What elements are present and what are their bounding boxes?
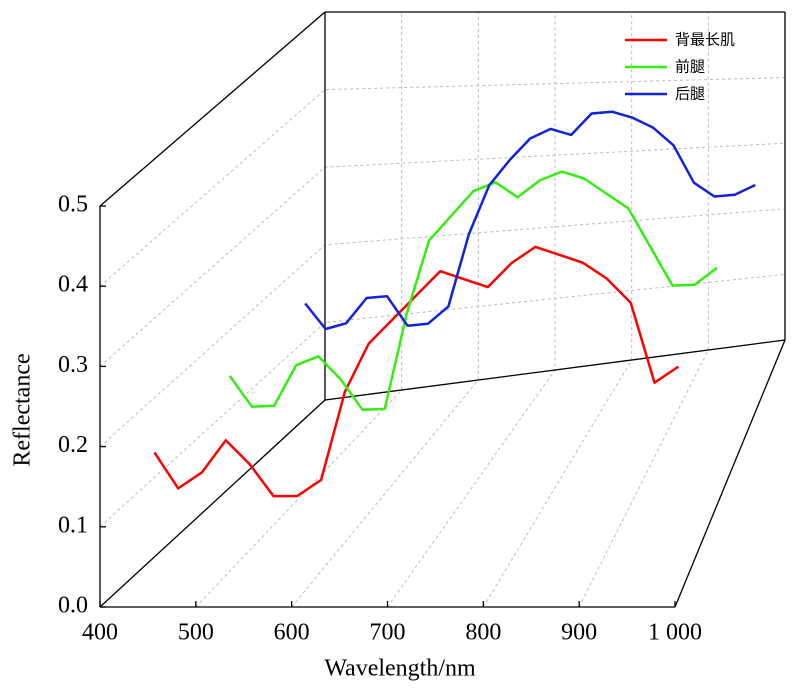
grid-line (195, 12, 403, 608)
grid-line (99, 339, 786, 608)
grid-line (99, 273, 786, 528)
grid-line (482, 12, 633, 608)
legend-label: 背最长肌 (675, 31, 735, 49)
grid-line (99, 12, 326, 608)
x-tick-label: 400 (82, 620, 118, 646)
grid-line (99, 77, 786, 287)
y-tick-label: 0.4 (58, 272, 88, 298)
frame-edge (674, 339, 786, 608)
grid-line (99, 142, 786, 367)
x-tick-label: 600 (274, 620, 310, 646)
legend-label: 前腿 (675, 58, 705, 76)
y-tick-label: 0.3 (58, 352, 88, 378)
frame-edge (99, 399, 326, 608)
y-tick-label: 0.2 (58, 432, 88, 458)
y-axis-label: Reflectance (10, 353, 36, 466)
y-tick-label: 0.5 (58, 192, 88, 218)
y-tick-label: 0.1 (58, 512, 88, 538)
x-tick-label: 800 (465, 620, 501, 646)
x-tick-label: 1 000 (648, 620, 702, 646)
x-tick-label: 700 (370, 620, 406, 646)
frame (99, 11, 786, 608)
series-line (228, 170, 718, 412)
grid-line (291, 12, 479, 608)
frame-edge (324, 339, 786, 401)
frame-edge (99, 11, 326, 207)
grid-line (387, 12, 556, 608)
grid-line (99, 208, 786, 447)
x-axis-label: Wavelength/nm (324, 656, 476, 682)
legend-label: 后腿 (675, 85, 705, 103)
series-line (304, 110, 756, 331)
series-line (153, 245, 680, 498)
y-tick-label: 0.0 (58, 593, 88, 619)
x-tick-label: 900 (561, 620, 597, 646)
x-tick-label: 500 (178, 620, 214, 646)
grid-line (578, 12, 709, 608)
